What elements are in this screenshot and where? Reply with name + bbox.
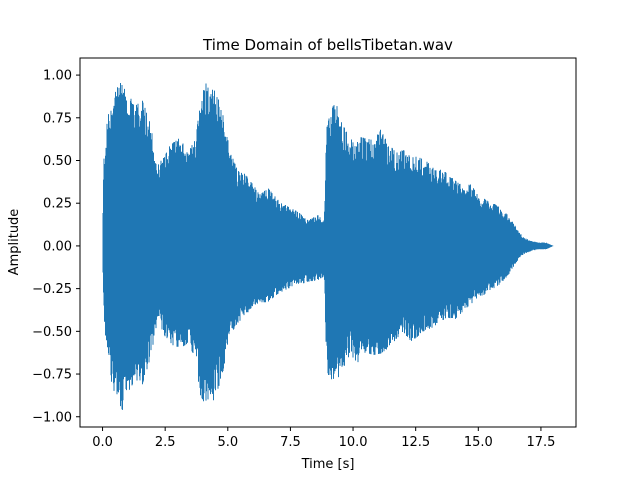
x-tick-label: 15.0 <box>464 435 493 450</box>
y-tick-label: 0.25 <box>43 197 72 212</box>
x-axis-ticks: 0.0 2.5 5.0 7.5 10.0 12.5 15.0 17.5 <box>92 427 555 450</box>
y-tick-label: −0.75 <box>32 368 72 383</box>
x-axis-label: Time [s] <box>301 457 355 472</box>
x-tick-label: 2.5 <box>155 435 176 450</box>
plot-frame <box>79 57 577 428</box>
x-tick-label: 10.0 <box>339 435 368 450</box>
series-layer <box>102 83 554 410</box>
x-tick-label: 12.5 <box>401 435 430 450</box>
x-tick-label: 0.0 <box>92 435 113 450</box>
x-tick-label: 5.0 <box>217 435 238 450</box>
y-tick-label: 0.50 <box>43 154 72 169</box>
chart-title: Time Domain of bellsTibetan.wav <box>202 36 453 54</box>
y-tick-label: 1.00 <box>43 69 72 84</box>
x-tick-label: 7.5 <box>280 435 301 450</box>
y-tick-label: 0.75 <box>43 111 72 126</box>
y-tick-label: −0.25 <box>32 282 72 297</box>
y-tick-label: −1.00 <box>32 410 72 425</box>
x-tick-label: 17.5 <box>526 435 555 450</box>
waveform-series <box>102 83 554 410</box>
y-axis-ticks: −1.00 −0.75 −0.50 −0.25 0.00 0.25 0.50 0.75 1.00 <box>32 69 80 425</box>
y-axis-label: Amplitude <box>7 209 22 276</box>
y-tick-label: −0.50 <box>32 325 72 340</box>
y-tick-label: 0.00 <box>43 239 72 254</box>
